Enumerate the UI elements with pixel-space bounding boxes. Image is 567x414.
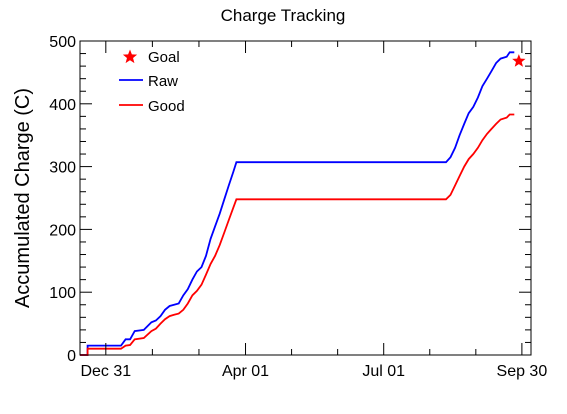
y-tick-label: 200 [49,222,76,239]
y-tick-label: 300 [49,160,76,177]
legend-raw-label: Raw [148,73,178,90]
x-tick-label: Jul 01 [362,363,405,380]
legend-goal-label: Goal [148,49,180,66]
plot-area [80,51,526,356]
legend: Goal Raw Good [119,49,185,115]
x-tick-label: Apr 01 [222,363,269,380]
chart-title: Charge Tracking [221,6,346,25]
y-axis-label: Accumulated Charge (C) [12,88,34,308]
y-tick-label: 500 [49,34,76,51]
x-tick-label: Dec 31 [80,363,131,380]
series-line-raw [80,51,515,356]
y-tick-label: 100 [49,285,76,302]
x-tick-label: Sep 30 [497,363,548,380]
legend-goal-star [122,49,138,64]
axes: 0 100 200 300 400 500 Dec 31 Apr 01 Jul 01 Sep 30 [49,34,547,380]
y-tick-label: 0 [67,348,76,365]
legend-good-label: Good [148,98,185,115]
plot-frame [79,40,532,356]
series-line-good [80,113,515,356]
y-tick-label: 400 [49,97,76,114]
goal-marker [512,54,526,67]
